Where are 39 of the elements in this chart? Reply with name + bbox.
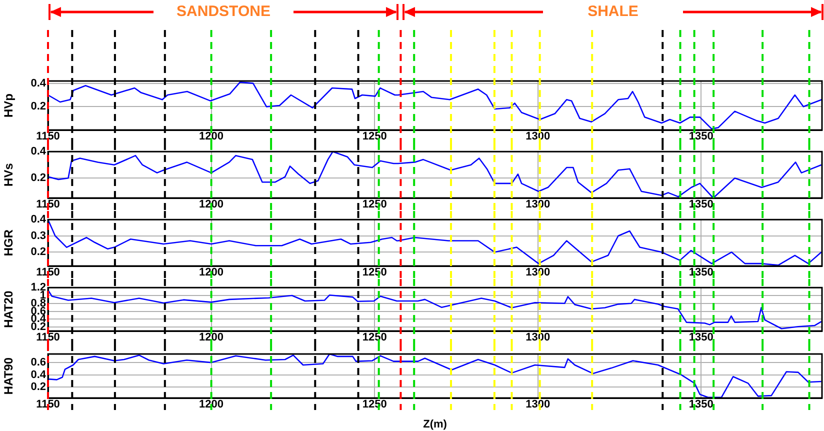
y-axis-title: HGR <box>2 229 16 256</box>
y-axis-title: HAT90 <box>2 357 16 395</box>
y-tick-label: 0.2 <box>30 246 46 258</box>
x-tick-label: 1300 <box>526 398 550 411</box>
x-tick-label: 1150 <box>36 398 60 411</box>
y-tick-label: 0.2 <box>30 381 46 394</box>
y-axis-title: HVs <box>2 162 16 186</box>
x-tick-label: 1200 <box>199 130 224 143</box>
y-tick-label: 0.4 <box>30 214 47 226</box>
x-tick-label: 1150 <box>36 198 60 211</box>
y-tick-label: 0.3 <box>30 230 46 242</box>
x-tick-label: 1250 <box>362 332 387 344</box>
x-tick-label: 1150 <box>36 266 60 279</box>
x-tick-label: 1350 <box>688 130 714 143</box>
x-axis-title: Z(m) <box>423 418 448 430</box>
x-tick-label: 1150 <box>36 130 60 143</box>
x-tick-label: 1300 <box>526 332 550 344</box>
x-tick-label: 1350 <box>688 198 714 211</box>
x-tick-label: 1200 <box>199 398 224 411</box>
x-tick-label: 1150 <box>36 332 60 344</box>
x-tick-label: 1350 <box>688 398 714 411</box>
x-tick-label: 1250 <box>362 130 387 143</box>
x-tick-label: 1200 <box>199 332 224 344</box>
x-tick-label: 1350 <box>688 266 714 279</box>
y-tick-label: 0.2 <box>30 172 46 184</box>
y-tick-label: 0.4 <box>30 368 47 381</box>
text: SANDSTONE <box>176 3 272 20</box>
x-tick-label: 1200 <box>199 198 224 211</box>
y-tick-label: 0.2 <box>30 100 46 113</box>
y-tick-label: 0.4 <box>30 77 47 90</box>
y-axis-title: HAT20 <box>2 290 16 328</box>
y-tick-label: 0.4 <box>30 146 47 158</box>
x-tick-label: 1200 <box>199 266 224 279</box>
x-tick-label: 1250 <box>362 398 387 411</box>
text: SHALE <box>586 3 640 20</box>
y-tick-label: 0.6 <box>30 356 46 369</box>
y-axis-title: HVp <box>2 94 16 118</box>
x-tick-label: 1350 <box>688 332 714 344</box>
x-tick-label: 1300 <box>526 130 550 143</box>
